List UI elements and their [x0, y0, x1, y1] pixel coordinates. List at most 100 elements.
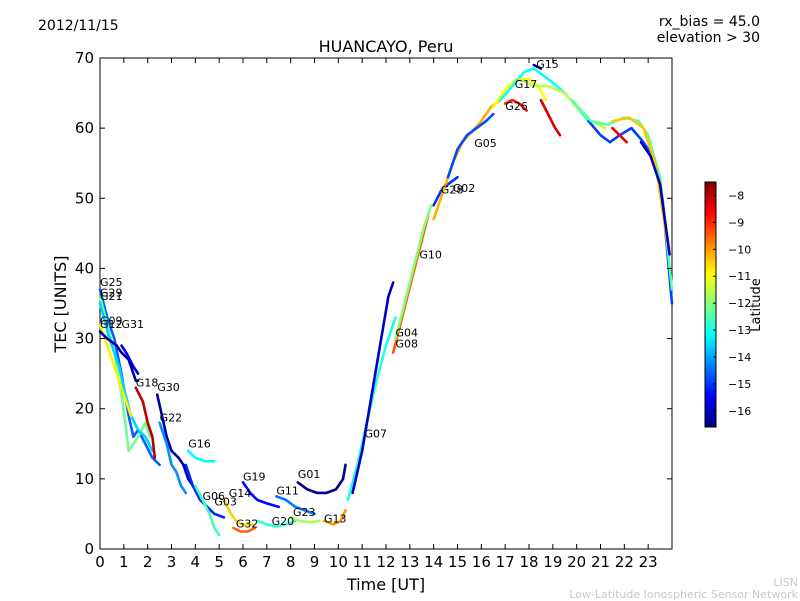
satellite-label-g23: G23	[293, 506, 316, 519]
x-tick-label: 5	[214, 553, 224, 571]
x-tick-label: 2	[143, 553, 153, 571]
x-tick-label: 18	[519, 553, 538, 571]
x-tick-label: 21	[591, 553, 610, 571]
satellite-label-g18: G18	[136, 376, 159, 389]
satellite-label-g32: G32	[236, 517, 259, 530]
date-label: 2012/11/15	[38, 18, 119, 34]
tec-series-g13b	[611, 116, 669, 242]
x-axis-label: Time [UT]	[346, 575, 425, 594]
x-tick-label: 12	[376, 553, 395, 571]
satellite-label-g29: G29	[100, 287, 123, 300]
tec-series-g15b	[499, 67, 590, 123]
satellite-label-g04: G04	[396, 327, 419, 340]
colorbar-tick-label: −8	[728, 189, 744, 202]
tec-series-g01	[296, 463, 347, 495]
tec-series-g09	[98, 323, 133, 417]
satellite-label-g16: G16	[188, 437, 211, 450]
satellite-label-g26: G26	[505, 100, 528, 113]
colorbar-label: Latitude	[749, 278, 764, 332]
y-axis-label: TEC [UNITS]	[51, 256, 70, 354]
y-tick-label: 30	[75, 330, 94, 348]
x-tick-label: 10	[329, 553, 348, 571]
satellite-label-g31: G31	[122, 318, 145, 331]
x-tick-label: 6	[238, 553, 248, 571]
y-tick-label: 0	[84, 540, 94, 558]
satellite-label-g13: G13	[324, 512, 347, 525]
colorbar: −8 −9 −10 −11 −12 −13 −14 −15 −16 Latitude	[704, 181, 764, 428]
satellite-label-g19: G19	[243, 470, 266, 483]
satellite-label-g14: G14	[229, 487, 252, 500]
y-tick-label: 20	[75, 400, 94, 418]
satellite-label-g21: G21	[100, 290, 123, 303]
tec-series-g09b	[639, 140, 671, 256]
tec-series-g20b	[611, 126, 628, 144]
satellite-label-g01: G01	[298, 468, 321, 481]
x-tick-label: 1	[119, 553, 129, 571]
tec-series-g23	[289, 516, 321, 524]
series-layer	[98, 63, 674, 537]
x-tick-label: 19	[543, 553, 562, 571]
tec-series-g16	[186, 449, 216, 463]
elevation-label: elevation > 30	[656, 30, 760, 46]
satellite-label-g11: G11	[276, 484, 299, 497]
tec-series-g30	[155, 393, 195, 488]
tec-series-g25	[98, 288, 161, 467]
tec-series-g15	[532, 63, 543, 70]
x-tick-label: 22	[615, 553, 634, 571]
satellite-label-g09: G09	[100, 315, 123, 328]
tec-series-g05b	[570, 98, 674, 291]
tec-series-g04	[351, 281, 395, 495]
satellite-label-g02: G02	[453, 182, 476, 195]
colorbar-ticks: −8 −9 −10 −11 −12 −13 −14 −15 −16	[713, 189, 751, 418]
satellite-label-g03: G03	[214, 496, 237, 509]
satellite-label-g07: G07	[365, 428, 388, 441]
x-tick-label: 17	[496, 553, 515, 571]
x-tick-label: 4	[191, 553, 201, 571]
colorbar-tick-label: −11	[728, 270, 751, 283]
tec-series-g14b	[587, 119, 674, 305]
colorbar-gradient	[704, 181, 717, 428]
colorbar-tick-label: −15	[728, 378, 751, 391]
x-tick-label: 20	[567, 553, 586, 571]
satellite-label-g15: G15	[536, 58, 559, 71]
x-tick-label: 7	[262, 553, 272, 571]
x-tick-label: 13	[400, 553, 419, 571]
tec-series-g07	[346, 316, 397, 502]
satellite-label-g06: G06	[203, 490, 226, 503]
colorbar-tick-label: −14	[728, 351, 751, 364]
x-tick-label: 0	[95, 553, 105, 571]
colorbar-tick-label: −10	[728, 243, 751, 256]
colorbar-tick-label: −12	[728, 297, 751, 310]
tec-series-g18	[134, 386, 157, 460]
satellite-label-g20: G20	[272, 515, 295, 528]
footer-network-name: Low-Latitude Ionospheric Sensor Network	[569, 588, 798, 601]
x-tick-label: 16	[472, 553, 491, 571]
tec-series-g13	[322, 509, 347, 526]
x-tick-label: 8	[286, 553, 296, 571]
satellite-label-g22: G22	[160, 411, 183, 424]
colorbar-tick-label: −9	[728, 216, 744, 229]
tec-series-g32	[232, 526, 257, 533]
colorbar-tick-label: −13	[728, 324, 751, 337]
satellite-label-g10: G10	[419, 249, 442, 262]
tec-series-g05	[446, 112, 495, 179]
footer-lisn: LISN	[773, 576, 798, 589]
tec-series-g03	[194, 484, 221, 537]
rx-bias-label: rx_bias = 45.0	[658, 14, 760, 30]
y-tick-label: 70	[75, 49, 94, 67]
satellite-label-g28: G28	[441, 183, 464, 196]
x-tick-label: 9	[310, 553, 320, 571]
chart-title: HUANCAYO, Peru	[319, 37, 454, 56]
x-tick-label: 11	[353, 553, 372, 571]
tec-series-g10	[394, 204, 433, 340]
axis-tick-layer: 0 1 2 3 4 5 6 7 8 9 10 11 12 13 14 15 16 17 18 19 20 21 22 2301…	[75, 49, 672, 571]
tec-series-g22	[158, 421, 188, 495]
x-tick-label: 14	[424, 553, 443, 571]
satellite-label-g05: G05	[474, 137, 497, 150]
tec-series-g26b	[539, 98, 562, 137]
satellite-label-g25: G25	[100, 276, 123, 289]
tec-series-g26	[503, 98, 528, 112]
tec-series-g12	[98, 330, 140, 382]
tec-series-g11	[275, 495, 316, 516]
